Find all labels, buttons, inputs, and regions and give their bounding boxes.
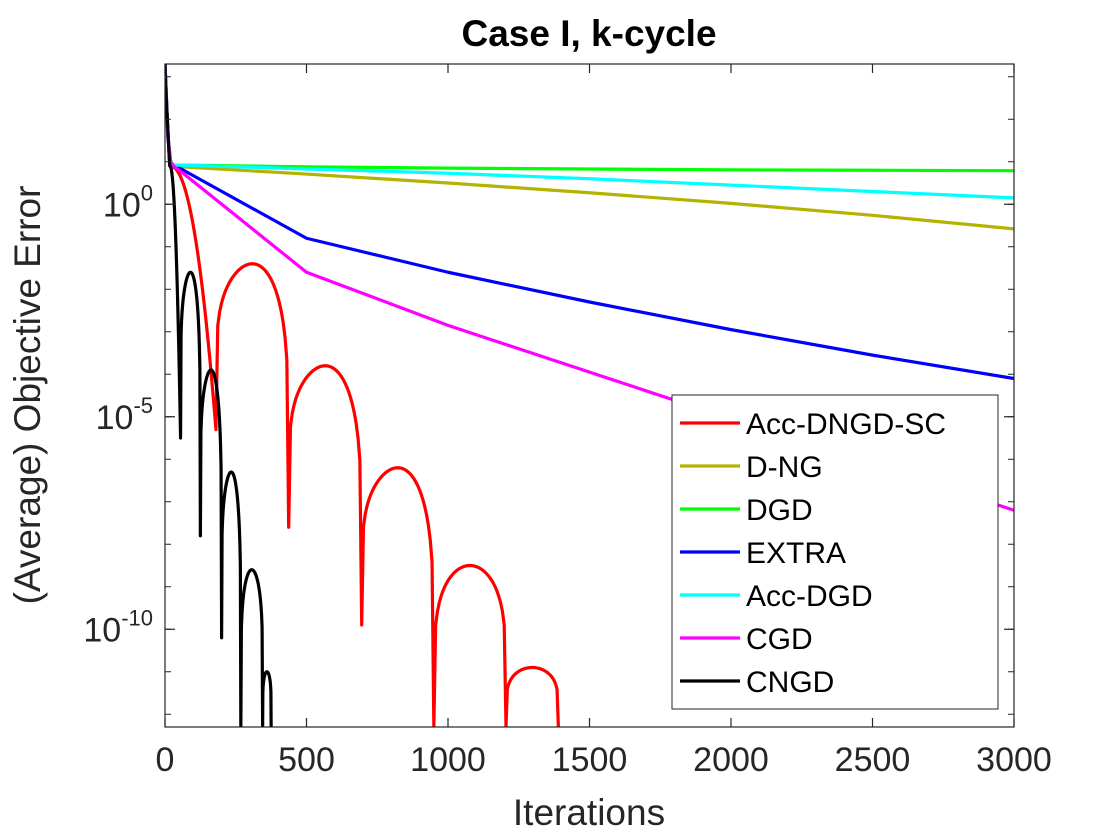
x-axis-label: Iterations: [513, 792, 665, 833]
y-tick-label: 10-5: [96, 393, 153, 437]
x-tick-label: 0: [156, 741, 175, 779]
series-line-acc-dngd-sc: [165, 64, 560, 727]
x-tick-label: 1000: [410, 741, 486, 779]
x-tick-label: 500: [278, 741, 335, 779]
x-tick-label: 2500: [835, 741, 911, 779]
x-tick-label: 1500: [552, 741, 628, 779]
y-tick-label: 10-10: [83, 605, 153, 649]
legend-label-cngd: CNGD: [746, 666, 834, 699]
legend-label-d-ng: D-NG: [746, 451, 823, 484]
series-line-cngd: [165, 64, 273, 727]
x-tick-label: 2000: [693, 741, 769, 779]
x-tick-label: 3000: [976, 741, 1052, 779]
chart-title: Case I, k-cycle: [461, 13, 716, 54]
legend-label-cgd: CGD: [746, 623, 813, 656]
legend-label-acc-dngd-sc: Acc-DNGD-SC: [746, 408, 946, 441]
y-axis-label: (Average) Objective Error: [7, 186, 48, 605]
legend-label-acc-dgd: Acc-DGD: [746, 580, 873, 613]
legend: Acc-DNGD-SC D-NG DGD EXTRA Acc-DGD CGD CNGD: [671, 394, 999, 710]
tick-layer: 0 500 1000 1500 2000 2500 3000 100 10-5 10-10: [83, 64, 1052, 779]
legend-label-dgd: DGD: [746, 494, 813, 527]
legend-label-extra: EXTRA: [746, 537, 846, 570]
y-tick-label: 100: [103, 180, 153, 224]
